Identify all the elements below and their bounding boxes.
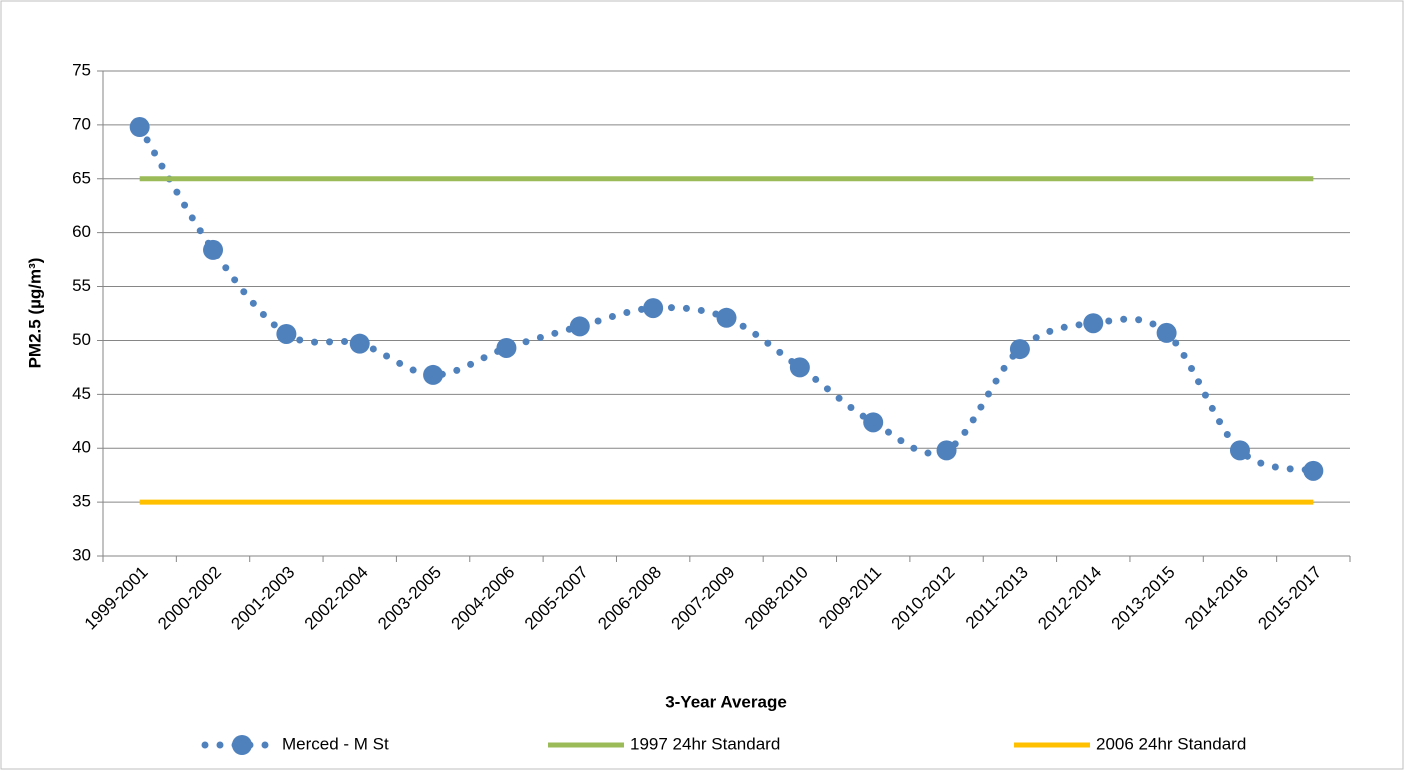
data-point <box>1229 440 1250 461</box>
data-point <box>789 357 810 378</box>
legend-label: Merced - M St <box>282 734 389 753</box>
legend-label: 2006 24hr Standard <box>1096 734 1246 753</box>
data-point <box>863 412 884 433</box>
y-tick-label: 75 <box>72 60 91 79</box>
data-point <box>276 323 297 344</box>
y-axis-title: PM2.5 (µg/m³) <box>25 258 44 369</box>
data-point <box>643 298 664 319</box>
data-point <box>1156 322 1177 343</box>
y-tick-label: 35 <box>72 492 91 511</box>
data-point <box>936 440 957 461</box>
data-point <box>496 337 517 358</box>
data-point <box>423 364 444 385</box>
y-tick-label: 50 <box>72 330 91 349</box>
y-tick-label: 65 <box>72 168 91 187</box>
data-point <box>129 117 150 138</box>
legend-swatch-marker <box>232 735 252 755</box>
y-tick-label: 70 <box>72 114 91 133</box>
y-tick-label: 30 <box>72 545 91 564</box>
y-tick-label: 60 <box>72 222 91 241</box>
data-point <box>349 333 370 354</box>
legend-label: 1997 24hr Standard <box>630 734 780 753</box>
series-line <box>136 123 1317 475</box>
data-point <box>716 307 737 328</box>
data-point <box>1009 339 1030 360</box>
y-tick-label: 45 <box>72 384 91 403</box>
y-tick-label: 40 <box>72 438 91 457</box>
y-tick-label: 55 <box>72 276 91 295</box>
data-point <box>1083 313 1104 334</box>
data-point <box>569 316 590 337</box>
x-axis-title: 3-Year Average <box>665 692 787 711</box>
data-point <box>203 239 224 260</box>
data-point <box>1303 460 1324 481</box>
